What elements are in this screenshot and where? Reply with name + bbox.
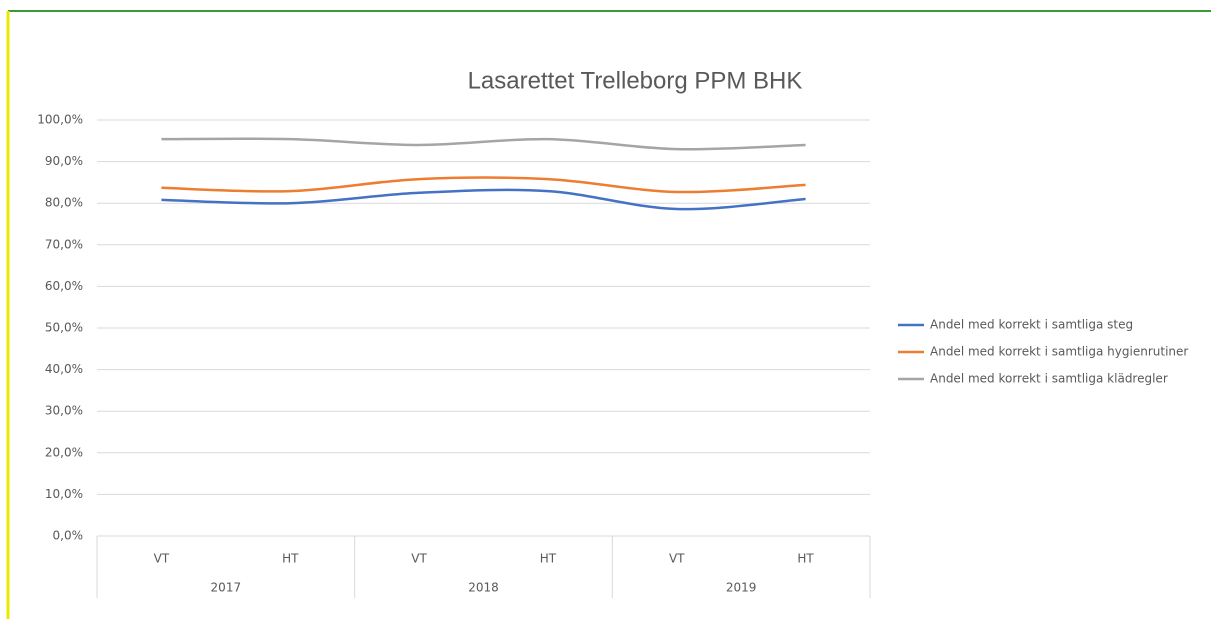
y-tick-label: 40,0%: [45, 362, 83, 376]
x-tick-label: VT: [411, 552, 427, 566]
y-tick-label: 80,0%: [45, 196, 83, 210]
y-tick-label: 50,0%: [45, 321, 83, 335]
series-line: [161, 176, 806, 194]
x-tick-label: HT: [282, 552, 299, 566]
y-tick-label: 30,0%: [45, 404, 83, 418]
y-tick-label: 10,0%: [45, 487, 83, 501]
x-group-label: 2018: [468, 581, 499, 595]
legend-label: Andel med korrekt i samtliga hygienrutin…: [930, 345, 1188, 359]
x-tick-label: VT: [154, 552, 170, 566]
y-tick-label: 0,0%: [53, 529, 84, 543]
x-tick-label: HT: [797, 552, 814, 566]
y-tick-label: 100,0%: [37, 113, 83, 127]
x-group-label: 2017: [211, 581, 242, 595]
chart-title: Lasarettet Trelleborg PPM BHK: [468, 67, 803, 94]
y-tick-label: 70,0%: [45, 237, 83, 251]
y-tick-label: 90,0%: [45, 154, 83, 168]
x-tick-label: HT: [540, 552, 557, 566]
x-tick-label: VT: [669, 552, 685, 566]
y-tick-label: 60,0%: [45, 279, 83, 293]
series-line: [161, 137, 806, 151]
y-tick-label: 20,0%: [45, 445, 83, 459]
legend-label: Andel med korrekt i samtliga klädregler: [930, 372, 1168, 386]
legend-label: Andel med korrekt i samtliga steg: [930, 318, 1133, 332]
x-group-label: 2019: [726, 581, 757, 595]
series-line: [161, 188, 806, 211]
